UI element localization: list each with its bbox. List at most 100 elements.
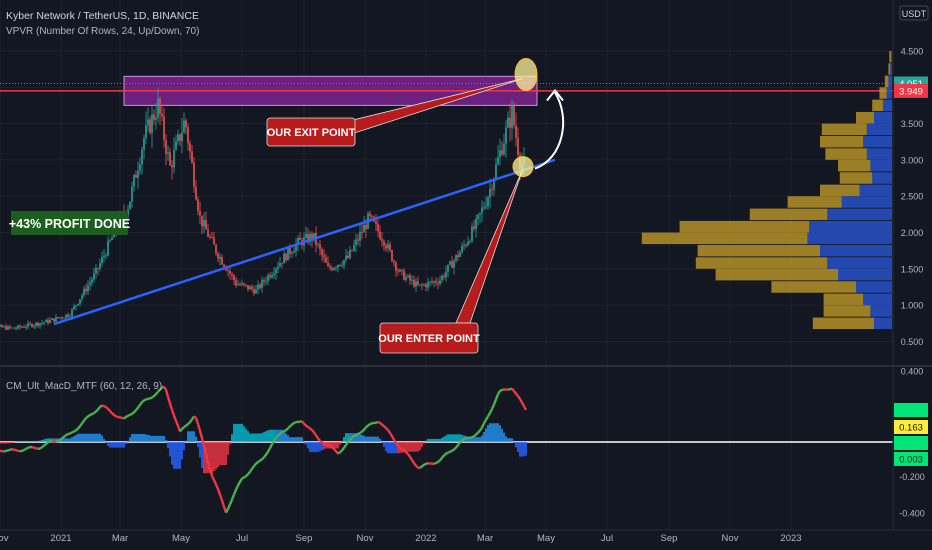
candle-body bbox=[231, 273, 233, 276]
candle-body bbox=[209, 236, 211, 238]
macd-histogram-bar bbox=[195, 436, 197, 442]
candle-body bbox=[149, 119, 151, 133]
macd-histogram-bar bbox=[433, 438, 435, 442]
macd-line-segment bbox=[385, 427, 389, 431]
macd-histogram-bar bbox=[471, 437, 473, 442]
vpvr-up-bar bbox=[807, 232, 892, 245]
macd-histogram-bar bbox=[331, 442, 333, 449]
macd-histogram-bar bbox=[477, 437, 479, 442]
macd-histogram-bar bbox=[283, 431, 285, 442]
macd-line-segment bbox=[25, 446, 29, 450]
macd-line-segment bbox=[283, 429, 287, 433]
macd-histogram-bar bbox=[157, 435, 159, 442]
candle-body bbox=[89, 282, 91, 286]
candle-body bbox=[63, 317, 65, 319]
macd-line-segment bbox=[95, 408, 99, 413]
candle-body bbox=[513, 105, 515, 126]
macd-line-segment bbox=[291, 422, 295, 426]
macd-line-segment bbox=[499, 388, 503, 392]
candle-body bbox=[167, 152, 169, 154]
candle-body bbox=[215, 244, 217, 254]
candle-body bbox=[159, 98, 161, 114]
macd-histogram-bar bbox=[49, 438, 51, 442]
candle-body bbox=[173, 149, 175, 168]
candle-body bbox=[349, 249, 351, 258]
macd-histogram-bar bbox=[357, 433, 359, 442]
macd-histogram-bar bbox=[507, 438, 509, 442]
candle-body bbox=[79, 299, 81, 304]
macd-histogram-bar bbox=[119, 442, 121, 448]
candle-body bbox=[207, 229, 209, 237]
candle-body bbox=[345, 255, 347, 261]
candle-body bbox=[141, 149, 143, 165]
macd-histogram-bar bbox=[497, 423, 499, 442]
candle-body bbox=[111, 237, 113, 240]
y-tick-label: 0.500 bbox=[901, 337, 924, 347]
macd-histogram-bar bbox=[189, 431, 191, 442]
x-tick-label: Jul bbox=[601, 533, 613, 544]
vpvr-down-bar bbox=[872, 99, 883, 112]
macd-histogram-bar bbox=[459, 434, 461, 442]
macd-line-segment bbox=[0, 449, 3, 453]
macd-histogram-bar bbox=[149, 435, 151, 442]
macd-histogram-bar bbox=[237, 423, 239, 442]
macd-line-segment bbox=[388, 432, 394, 437]
candle-body bbox=[163, 116, 165, 140]
macd-histogram-bar bbox=[413, 442, 415, 452]
macd-histogram-bar bbox=[65, 438, 67, 442]
macd-histogram-bar bbox=[289, 437, 291, 442]
macd-line-segment bbox=[149, 396, 153, 400]
macd-line-segment bbox=[153, 393, 157, 397]
candle-body bbox=[409, 275, 411, 281]
macd-histogram-bar bbox=[275, 429, 277, 442]
macd-histogram-bar bbox=[63, 438, 65, 442]
candle-body bbox=[9, 326, 11, 328]
macd-histogram-bar bbox=[39, 440, 41, 442]
macd-histogram-bar bbox=[481, 435, 483, 442]
macd-line-segment bbox=[45, 441, 49, 445]
macd-line-segment bbox=[317, 437, 321, 442]
macd-line-segment bbox=[161, 385, 165, 389]
trendline bbox=[53, 158, 556, 326]
macd-line-segment bbox=[261, 456, 265, 461]
macd-indicator-label: CM_Ult_MacD_MTF (60, 12, 26, 9) bbox=[6, 381, 162, 392]
candle-body bbox=[393, 261, 395, 263]
vpvr-up-bar bbox=[874, 111, 892, 124]
macd-line-segment bbox=[319, 439, 323, 444]
candle-body bbox=[13, 327, 15, 329]
macd-value-label-box bbox=[894, 452, 928, 466]
macd-histogram-bar bbox=[179, 442, 181, 469]
macd-line-segment bbox=[333, 448, 337, 453]
macd-line-segment bbox=[266, 447, 272, 453]
candle-body bbox=[299, 237, 301, 241]
macd-histogram-bar bbox=[253, 433, 255, 442]
macd-histogram-bar bbox=[295, 437, 297, 442]
macd-line-segment bbox=[515, 392, 519, 397]
macd-line-segment bbox=[407, 453, 411, 458]
macd-histogram-bar bbox=[0, 442, 1, 444]
vpvr-down-bar bbox=[823, 293, 864, 306]
macd-histogram-bar bbox=[293, 437, 295, 442]
macd-line-segment bbox=[309, 427, 313, 432]
y-tick-label: 1.500 bbox=[901, 264, 924, 274]
candle-body bbox=[45, 319, 47, 323]
candle-body bbox=[61, 317, 63, 319]
macd-line-segment bbox=[77, 425, 81, 430]
candle-body bbox=[387, 244, 389, 249]
candle-body bbox=[311, 233, 313, 240]
macd-histogram-bar bbox=[197, 442, 199, 448]
candle-body bbox=[479, 212, 481, 215]
candle-body bbox=[67, 314, 69, 317]
macd-line-segment bbox=[419, 465, 423, 469]
currency-box[interactable] bbox=[899, 5, 929, 21]
x-tick-label: Mar bbox=[112, 533, 128, 544]
candle-body bbox=[49, 320, 51, 323]
macd-line-segment bbox=[27, 445, 31, 449]
macd-line-segment bbox=[162, 385, 168, 391]
candle-body bbox=[327, 262, 329, 267]
enter-point-marker bbox=[512, 156, 534, 178]
macd-histogram-bar bbox=[109, 442, 111, 448]
macd-line-segment bbox=[202, 445, 208, 455]
